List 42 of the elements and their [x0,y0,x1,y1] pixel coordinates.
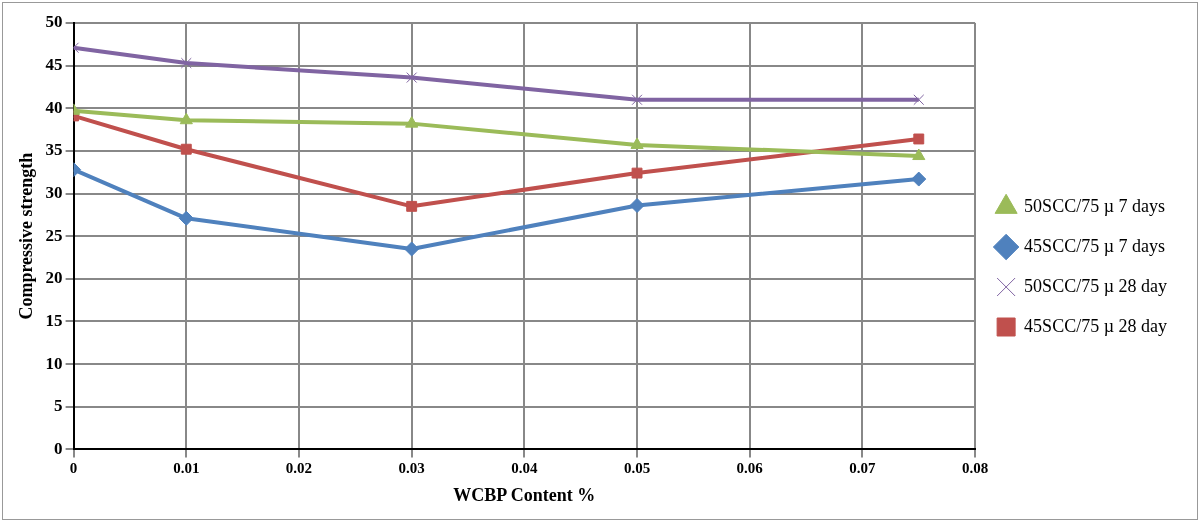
x-tick-label: 0.01 [173,460,200,477]
x-tick-label: 0.02 [285,460,313,477]
x-axis-title: WCBP Content % [453,484,596,505]
legend-label: 45SCC/75 µ 28 day [1024,315,1168,336]
point [180,57,192,69]
point [911,171,927,187]
y-tick-label: 5 [54,396,63,416]
x-tick-label: 0.08 [961,460,989,477]
legend-label: 50SCC/75 µ 7 days [1024,195,1166,216]
point [180,143,192,155]
y-tick-label: 40 [45,97,63,117]
point [912,148,926,161]
point [406,200,418,212]
point [404,241,420,257]
y-tick-label: 20 [45,268,63,288]
x-tick-label: 0.07 [849,460,877,477]
y-tick-label: 15 [45,310,63,330]
point [406,72,418,84]
y-tick-label: 50 [45,12,63,32]
y-tick-label: 35 [45,140,63,160]
y-tick-label: 0 [54,438,63,458]
y-tick-label: 30 [45,182,63,202]
point [913,133,925,145]
y-tick-label: 45 [45,55,63,75]
y-tick-label: 10 [45,353,63,373]
x-tick-label: 0.05 [623,460,651,477]
x-tick-label: 0.04 [511,460,538,477]
point [405,116,419,128]
x-tick-label: 0.06 [736,460,764,477]
point [629,198,645,213]
point [179,112,193,125]
legend-label: 50SCC/75 µ 28 day [1024,275,1168,296]
point [178,210,194,226]
y-axis-title: Compressive strength [16,152,37,320]
point [631,94,643,106]
x-tick-label: 0 [69,460,78,477]
point [631,167,643,179]
point [630,137,644,149]
legend-label: 45SCC/75 µ 7 days [1024,235,1166,256]
x-tick-label: 0.03 [398,460,425,477]
y-tick-label: 25 [45,225,63,245]
point [913,94,925,106]
